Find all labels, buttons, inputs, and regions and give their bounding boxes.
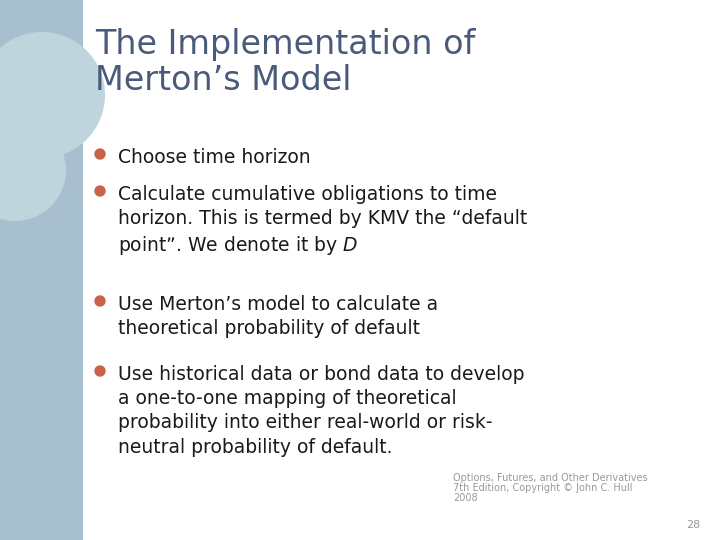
Text: Merton’s Model: Merton’s Model — [95, 64, 351, 97]
Circle shape — [95, 296, 105, 306]
Circle shape — [95, 366, 105, 376]
Text: Choose time horizon: Choose time horizon — [118, 148, 310, 167]
Text: Calculate cumulative obligations to time
horizon. This is termed by KMV the “def: Calculate cumulative obligations to time… — [118, 185, 527, 257]
Text: 2008: 2008 — [453, 493, 477, 503]
Text: Options, Futures, and Other Derivatives: Options, Futures, and Other Derivatives — [453, 473, 647, 483]
Circle shape — [95, 149, 105, 159]
Text: Use Merton’s model to calculate a
theoretical probability of default: Use Merton’s model to calculate a theore… — [118, 295, 438, 338]
Circle shape — [0, 120, 65, 220]
Text: Use historical data or bond data to develop
a one-to-one mapping of theoretical
: Use historical data or bond data to deve… — [118, 365, 524, 457]
Bar — [0, 0, 83, 540]
Text: The Implementation of: The Implementation of — [95, 28, 475, 61]
Text: 28: 28 — [685, 520, 700, 530]
Circle shape — [95, 186, 105, 196]
Circle shape — [0, 33, 104, 157]
Text: 7th Edition, Copyright © John C. Hull: 7th Edition, Copyright © John C. Hull — [453, 483, 632, 493]
